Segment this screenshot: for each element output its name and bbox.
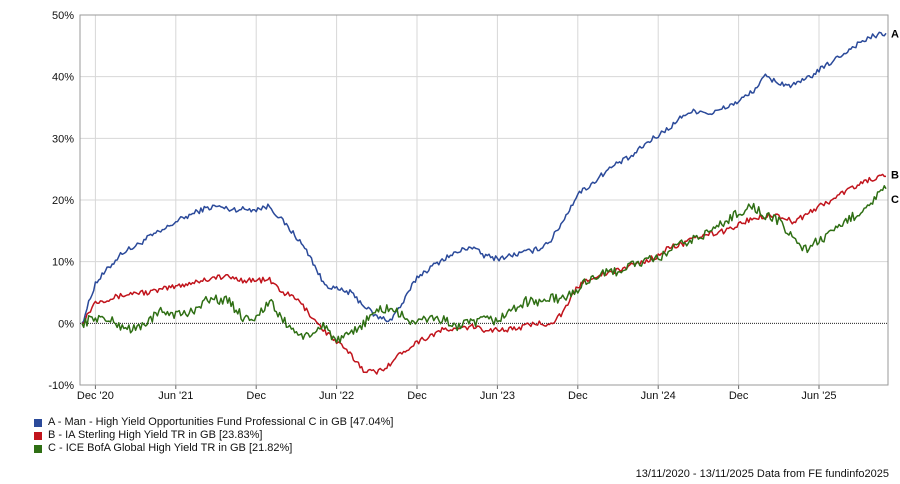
x-tick-label: Dec: [568, 390, 588, 402]
series-layer: [81, 31, 887, 375]
series-line-b: [81, 173, 886, 375]
y-tick-label: 50%: [52, 10, 74, 22]
series-end-label-b: B: [891, 169, 899, 181]
x-axis-ticks: Dec '20 Jun '21 Dec Jun '22 Dec Jun '23 Dec Jun…: [77, 385, 837, 402]
line-chart: 50% 40% 30% 20% 10% 0% -10% Dec '20 Jun '21 Dec J…: [48, 10, 899, 402]
x-tick-label: Jun '21: [158, 390, 193, 402]
legend-swatch-a: [34, 418, 42, 427]
x-tick-label: Jun '25: [801, 390, 836, 402]
x-tick-label: Dec: [729, 390, 749, 402]
series-line-a: [81, 31, 887, 324]
x-tick-label: Dec '20: [77, 390, 114, 402]
legend-item-c: C - ICE BofA Global High Yield TR in GB …: [34, 442, 393, 455]
y-tick-label: 40%: [52, 72, 74, 84]
x-tick-label: Dec: [407, 390, 427, 402]
legend-item-a: A - Man - High Yield Opportunities Fund …: [34, 416, 393, 429]
y-tick-label: 20%: [52, 195, 74, 207]
series-end-labels: A B C: [891, 28, 899, 206]
x-tick-label: Jun '23: [480, 390, 515, 402]
series-end-label-a: A: [891, 28, 899, 40]
legend-item-b: B - IA Sterling High Yield TR in GB [23.…: [34, 429, 393, 442]
grid-lines: [80, 15, 888, 385]
x-tick-label: Jun '24: [641, 390, 676, 402]
legend-label-b: B - IA Sterling High Yield TR in GB [23.…: [48, 429, 263, 441]
plot-frame: [79, 14, 889, 386]
y-tick-label: 0%: [58, 318, 74, 330]
y-tick-label: 10%: [52, 257, 74, 269]
legend-label-c: C - ICE BofA Global High Yield TR in GB …: [48, 442, 293, 454]
legend: A - Man - High Yield Opportunities Fund …: [34, 416, 393, 455]
y-axis-ticks: 50% 40% 30% 20% 10% 0% -10%: [48, 10, 74, 392]
series-end-label-c: C: [891, 194, 899, 206]
y-tick-label: 30%: [52, 133, 74, 145]
date-range-source-note: 13/11/2020 - 13/11/2025 Data from FE fun…: [635, 468, 889, 480]
legend-label-a: A - Man - High Yield Opportunities Fund …: [48, 416, 394, 428]
y-tick-label: -10%: [48, 380, 74, 392]
x-tick-label: Dec: [246, 390, 266, 402]
legend-swatch-c: [34, 444, 42, 453]
legend-swatch-b: [34, 431, 42, 440]
x-tick-label: Jun '22: [319, 390, 354, 402]
series-line-c: [81, 185, 887, 344]
